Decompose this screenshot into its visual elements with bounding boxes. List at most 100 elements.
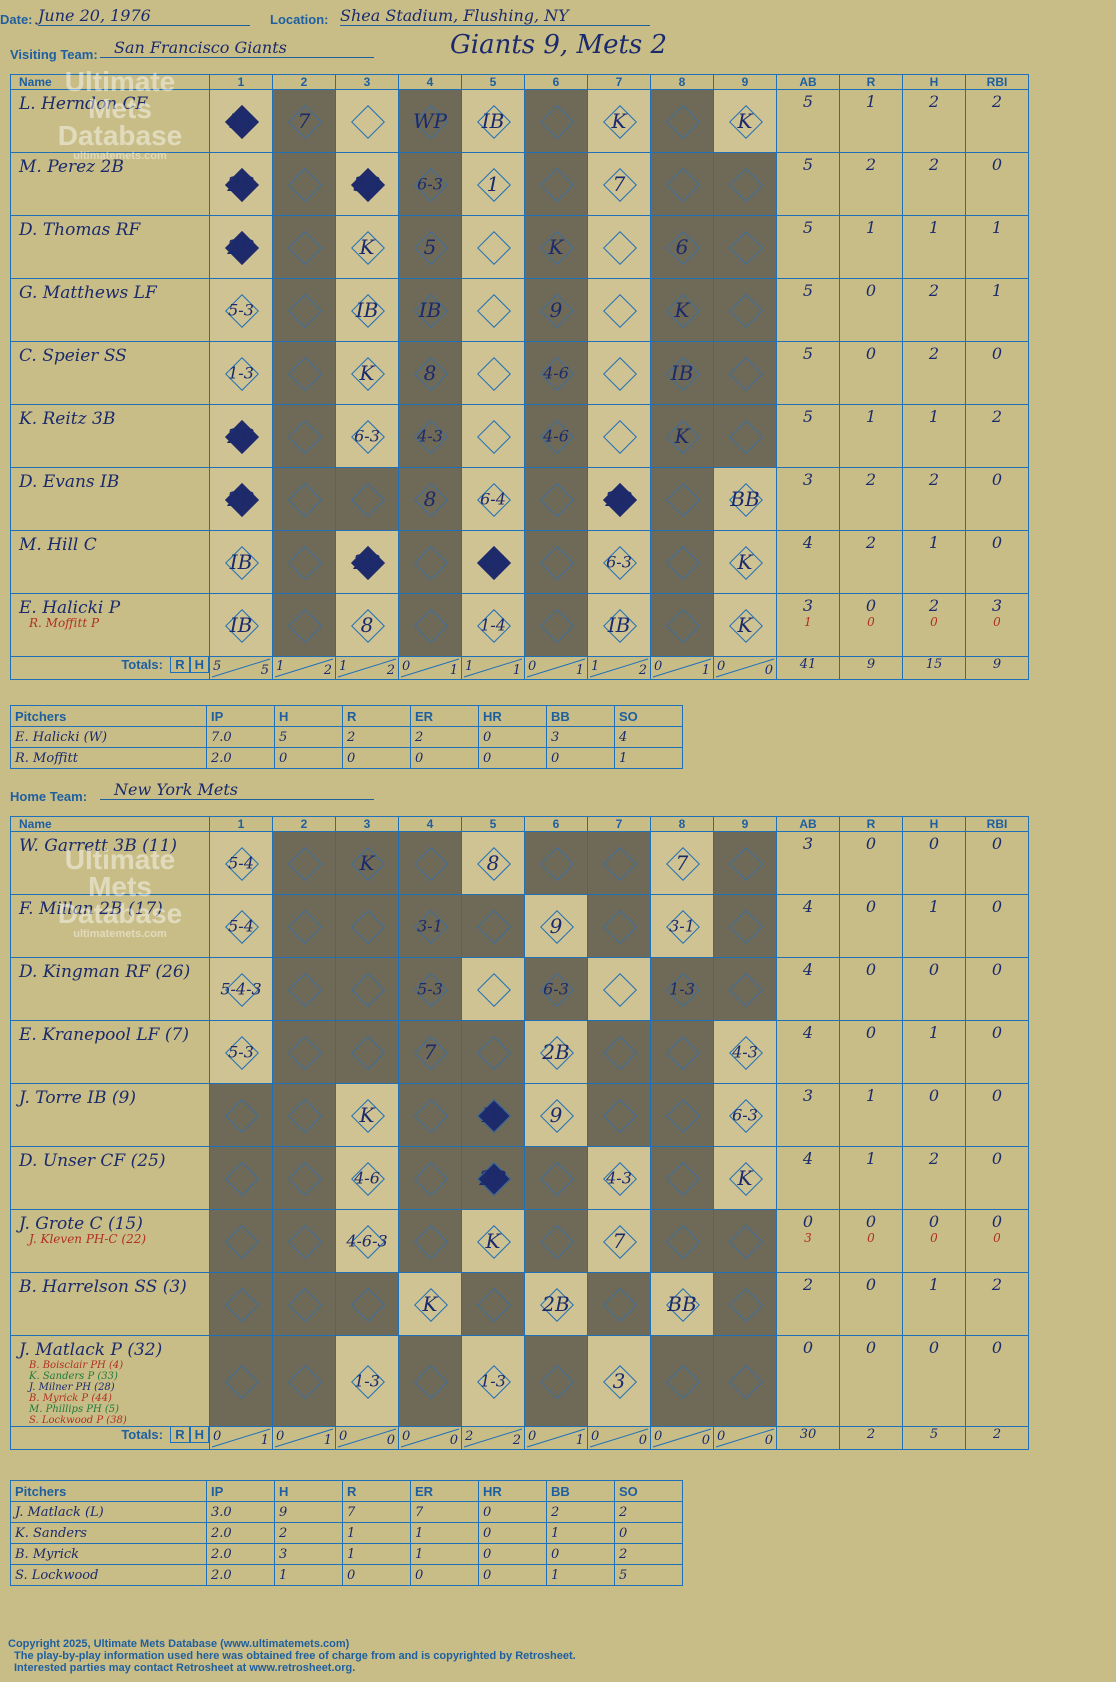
team-total-stat: 9 bbox=[965, 656, 1029, 680]
at-bat-cell bbox=[650, 1146, 714, 1210]
at-bat-cell: 5 bbox=[398, 215, 462, 279]
base-diamond bbox=[603, 1036, 637, 1070]
play-result: K bbox=[359, 361, 375, 385]
base-diamond bbox=[414, 1225, 448, 1259]
play-result: 6-3 bbox=[732, 1105, 758, 1125]
pitcher-row: J. Matlack (L) 3.0 9 7 7 0 2 2 bbox=[10, 1501, 683, 1523]
vis-scorecard: Name 1 2 3 4 5 6 7 8 9 AB R H RBI L. Herndon CF IB 7 WP IB… bbox=[10, 74, 1029, 680]
at-bat-cell: K bbox=[713, 593, 777, 657]
base-diamond bbox=[666, 1036, 700, 1070]
play-result: 5-3 bbox=[417, 979, 443, 999]
play-result: 3B bbox=[353, 172, 381, 196]
batter-stat: 5 bbox=[776, 152, 840, 216]
at-bat-cell bbox=[461, 215, 525, 279]
at-bat-cell bbox=[272, 894, 336, 958]
at-bat-cell bbox=[650, 593, 714, 657]
batter-row: E. Kranepool LF (7) 5-3 7 2B 4-3 4 0 1 0 bbox=[10, 1020, 1029, 1084]
at-bat-cell bbox=[713, 1209, 777, 1273]
pitching-header: H bbox=[274, 705, 343, 727]
at-bat-cell: IB bbox=[335, 278, 399, 342]
batter-stat: 2 bbox=[902, 467, 966, 531]
play-result: IB bbox=[355, 298, 379, 322]
batter-stat: 0 bbox=[965, 530, 1029, 594]
batter-name-cell: B. Harrelson SS (3) bbox=[10, 1272, 210, 1336]
batter-stat: 5 bbox=[776, 341, 840, 405]
at-bat-cell: 6-4 bbox=[461, 467, 525, 531]
base-diamond bbox=[414, 609, 448, 643]
base-diamond bbox=[666, 168, 700, 202]
batter-row: J. Torre IB (9) K IB 9 6-3 3 1 0 0 bbox=[10, 1083, 1029, 1147]
at-bat-cell bbox=[398, 530, 462, 594]
batter-stat: 1 bbox=[902, 1272, 966, 1336]
inning-header: 7 bbox=[587, 816, 651, 832]
at-bat-cell: IB bbox=[398, 278, 462, 342]
at-bat-cell bbox=[524, 1146, 588, 1210]
base-diamond bbox=[603, 1099, 637, 1133]
batter-stat: 2 bbox=[902, 341, 966, 405]
batter-stat: 0 bbox=[839, 1335, 903, 1427]
batter-stat: 4 bbox=[776, 1146, 840, 1210]
at-bat-cell bbox=[272, 831, 336, 895]
at-bat-cell bbox=[713, 957, 777, 1021]
pitcher-stat: 2 bbox=[342, 726, 411, 748]
substitute-name: J. Kleven PH-C (22) bbox=[29, 1232, 147, 1246]
location-label: Location: bbox=[270, 12, 329, 27]
at-bat-cell: 4-3 bbox=[398, 404, 462, 468]
base-diamond bbox=[666, 546, 700, 580]
batter-stat: 2 bbox=[776, 1272, 840, 1336]
at-bat-cell: 2B bbox=[524, 1020, 588, 1084]
at-bat-cell: 9 bbox=[524, 1083, 588, 1147]
play-result: 7 bbox=[423, 1040, 437, 1064]
base-diamond bbox=[288, 609, 322, 643]
base-diamond bbox=[603, 357, 637, 391]
play-result: 4-3 bbox=[732, 1042, 758, 1062]
base-diamond bbox=[477, 973, 511, 1007]
at-bat-cell: 4-6 bbox=[524, 341, 588, 405]
base-diamond bbox=[414, 847, 448, 881]
pitcher-stat: 2 bbox=[614, 1543, 683, 1565]
pitcher-stat: 0 bbox=[546, 1543, 615, 1565]
at-bat-cell bbox=[335, 1020, 399, 1084]
play-result: 1-3 bbox=[480, 1371, 506, 1391]
batter-stat: 5 bbox=[776, 89, 840, 153]
at-bat-cell bbox=[650, 152, 714, 216]
play-result: 3 bbox=[612, 1369, 626, 1393]
at-bat-cell: 2B bbox=[524, 1272, 588, 1336]
play-result: IB bbox=[481, 1103, 505, 1127]
pitching-header: HR bbox=[478, 705, 547, 727]
inning-header: 6 bbox=[524, 74, 588, 90]
pitching-header: IP bbox=[206, 705, 275, 727]
batter-stat: 0 bbox=[965, 1020, 1029, 1084]
stat-header: RBI bbox=[965, 74, 1029, 90]
at-bat-cell: K bbox=[524, 215, 588, 279]
base-diamond bbox=[288, 420, 322, 454]
game-date: June 20, 1976 bbox=[38, 6, 250, 26]
play-result: 4-6 bbox=[543, 363, 569, 383]
play-result: 3-1 bbox=[669, 916, 695, 936]
at-bat-cell bbox=[272, 152, 336, 216]
batter-stat: 1 bbox=[839, 404, 903, 468]
base-diamond bbox=[729, 1225, 763, 1259]
at-bat-cell: K bbox=[713, 89, 777, 153]
copyright: Copyright 2025, Ultimate Mets Database (… bbox=[8, 1638, 350, 1650]
batter-name: D. Evans IB bbox=[19, 472, 120, 492]
date-label: Date: bbox=[0, 12, 33, 27]
at-bat-cell: 2B bbox=[587, 467, 651, 531]
play-result: K bbox=[359, 851, 375, 875]
pitcher-stat: 0 bbox=[478, 747, 547, 769]
sub-stat: 0 bbox=[993, 615, 1001, 629]
batter-stat: 1 bbox=[902, 1020, 966, 1084]
base-diamond bbox=[477, 910, 511, 944]
batter-stat: 0 bbox=[839, 278, 903, 342]
batter-row: D. Thomas RF 2B K 5 K 6 5 1 1 1 bbox=[10, 215, 1029, 279]
play-result: 5-3 bbox=[228, 300, 254, 320]
base-diamond bbox=[603, 294, 637, 328]
batter-stat: 0 bbox=[776, 1335, 840, 1427]
at-bat-cell bbox=[272, 404, 336, 468]
batter-stat: 3 bbox=[776, 831, 840, 895]
play-result: 8 bbox=[423, 487, 437, 511]
